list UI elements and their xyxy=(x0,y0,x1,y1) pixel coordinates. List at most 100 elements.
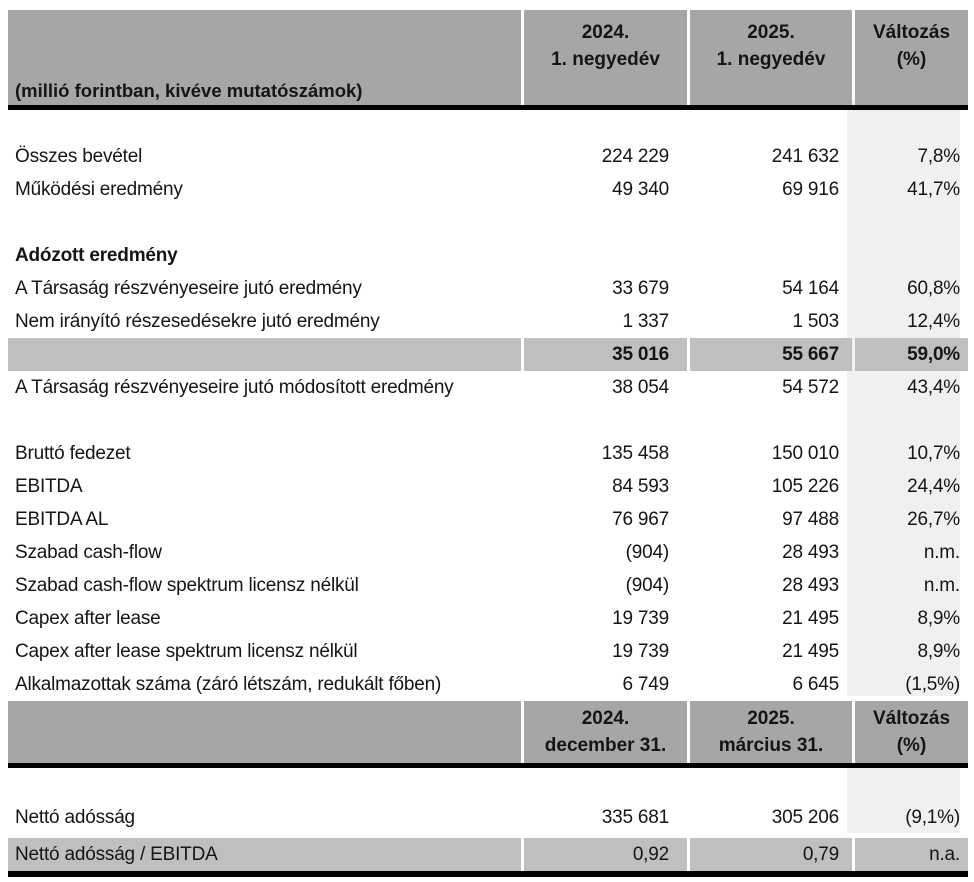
value-2025: 6 645 xyxy=(792,674,839,695)
row-label: Működési eredmény xyxy=(15,179,183,200)
column-header-2025-q1: 2025. 1. negyedév xyxy=(690,10,852,105)
value-change: (9,1%) xyxy=(905,807,960,828)
value-2024: (904) xyxy=(625,575,670,596)
value-2025: 21 495 xyxy=(782,641,839,662)
table-row-modositott-eredmeny: A Társaság részvényeseire jutó módosítot… xyxy=(8,371,968,404)
table-row-nem-iranyito: Nem irányító részesedésekre jutó eredmén… xyxy=(8,305,968,338)
value-2024: 76 967 xyxy=(612,509,669,530)
table-row-szabad-cashflow-spektrum: Szabad cash-flow spektrum licensz nélkül… xyxy=(8,569,968,602)
value-2024 xyxy=(524,239,687,272)
value-change: n.m. xyxy=(923,542,960,563)
table-row-adozott-eredmeny-subtotal: 35 016 55 667 59,0% xyxy=(8,338,968,371)
value-2024: 49 340 xyxy=(612,179,669,200)
spacer-row xyxy=(8,206,968,239)
value-2025: 28 493 xyxy=(782,575,839,596)
value-2024: 6 749 xyxy=(622,674,669,695)
row-label: Alkalmazottak száma (záró létszám, reduk… xyxy=(15,674,442,695)
row-label: Bruttó fedezet xyxy=(15,443,131,464)
spacer-row xyxy=(8,768,968,801)
value-change: 41,7% xyxy=(907,179,960,200)
table-row-ebitda-al: EBITDA AL 76 967 97 488 26,7% xyxy=(8,503,968,536)
value-change: 59,0% xyxy=(855,338,968,371)
unit-note: (millió forintban, kivéve mutatószámok) xyxy=(8,10,521,105)
table-row-netto-adossag-ebitda: Nettó adósság / EBITDA 0,92 0,79 n.a. xyxy=(8,838,968,871)
value-2024: 19 739 xyxy=(612,641,669,662)
value-2025: 21 495 xyxy=(782,608,839,629)
table-row-capex-after-lease: Capex after lease 19 739 21 495 8,9% xyxy=(8,602,968,635)
value-2024: 1 337 xyxy=(622,311,669,332)
value-2024: 84 593 xyxy=(612,476,669,497)
row-label: Nem irányító részesedésekre jutó eredmén… xyxy=(15,311,380,332)
table-row-mukodesi-eredmeny: Működési eredmény 49 340 69 916 41,7% xyxy=(8,173,968,206)
row-label: EBITDA AL xyxy=(15,509,109,530)
value-change: 26,7% xyxy=(907,509,960,530)
value-change: n.a. xyxy=(855,838,968,871)
spacer-row xyxy=(8,404,968,437)
table-row-adozott-eredmeny-heading: Adózott eredmény xyxy=(8,239,968,272)
value-2025: 1 503 xyxy=(792,311,839,332)
table-header-quarter: (millió forintban, kivéve mutatószámok) … xyxy=(8,10,968,105)
change-column-band-upper xyxy=(847,100,960,696)
value-2024: 0,92 xyxy=(524,838,687,871)
row-label: Nettó adósság / EBITDA xyxy=(8,838,521,871)
value-2024: 33 679 xyxy=(612,278,669,299)
table-row-tarsasag-reszvenyeseire: A Társaság részvényeseire jutó eredmény … xyxy=(8,272,968,305)
table-bottom-rule xyxy=(8,871,968,877)
table-row-alkalmazottak-szama: Alkalmazottak száma (záró létszám, reduk… xyxy=(8,668,968,701)
table-row-szabad-cashflow: Szabad cash-flow (904) 28 493 n.m. xyxy=(8,536,968,569)
table-row-osszes-bevetel: Összes bevétel 224 229 241 632 7,8% xyxy=(8,140,968,173)
value-change: 12,4% xyxy=(907,311,960,332)
section-heading: Adózott eredmény xyxy=(15,245,178,266)
value-2024: 19 739 xyxy=(612,608,669,629)
value-change: 43,4% xyxy=(907,377,960,398)
header-empty-cell xyxy=(8,701,521,763)
column-header-change: Változás (%) xyxy=(855,10,968,105)
value-2025: 54 572 xyxy=(782,377,839,398)
value-2025 xyxy=(690,239,852,272)
change-column-band-lower xyxy=(847,763,960,833)
value-2025: 55 667 xyxy=(690,338,852,371)
financial-summary-table: (millió forintban, kivéve mutatószámok) … xyxy=(8,10,968,877)
value-2024: 224 229 xyxy=(601,146,669,167)
table-row-netto-adossag: Nettó adósság 335 681 305 206 (9,1%) xyxy=(8,801,968,834)
row-label: Nettó adósság xyxy=(15,807,135,828)
value-2025: 241 632 xyxy=(771,146,839,167)
row-label: Szabad cash-flow xyxy=(15,542,162,563)
value-2024: 35 016 xyxy=(524,338,687,371)
value-change: 8,9% xyxy=(917,608,960,629)
value-change: (1,5%) xyxy=(905,674,960,695)
value-2024: 335 681 xyxy=(601,807,669,828)
value-change: 7,8% xyxy=(917,146,960,167)
value-change: 60,8% xyxy=(907,278,960,299)
row-label: A Társaság részvényeseire jutó módosítot… xyxy=(15,377,454,398)
value-change: 24,4% xyxy=(907,476,960,497)
value-2025: 54 164 xyxy=(782,278,839,299)
value-2025: 69 916 xyxy=(782,179,839,200)
value-2025: 150 010 xyxy=(771,443,839,464)
spacer-row xyxy=(8,110,968,140)
value-2024: 135 458 xyxy=(601,443,669,464)
value-change: 8,9% xyxy=(917,641,960,662)
value-2025: 305 206 xyxy=(771,807,839,828)
row-label: A Társaság részvényeseire jutó eredmény xyxy=(15,278,362,299)
value-2025: 28 493 xyxy=(782,542,839,563)
value-2024: (904) xyxy=(625,542,670,563)
value-2024: 38 054 xyxy=(612,377,669,398)
header-rule-middle xyxy=(8,763,968,768)
row-label xyxy=(8,338,521,371)
value-2025: 97 488 xyxy=(782,509,839,530)
column-header-2024-dec31: 2024. december 31. xyxy=(524,701,687,763)
row-label: Szabad cash-flow spektrum licensz nélkül xyxy=(15,575,359,596)
table-row-capex-spektrum: Capex after lease spektrum licensz nélkü… xyxy=(8,635,968,668)
row-label: Capex after lease spektrum licensz nélkü… xyxy=(15,641,358,662)
table-row-brutto-fedezet: Bruttó fedezet 135 458 150 010 10,7% xyxy=(8,437,968,470)
value-change xyxy=(855,239,968,272)
value-2025: 0,79 xyxy=(690,838,852,871)
value-change: n.m. xyxy=(923,575,960,596)
value-change: 10,7% xyxy=(907,443,960,464)
table-row-ebitda: EBITDA 84 593 105 226 24,4% xyxy=(8,470,968,503)
row-label: Capex after lease xyxy=(15,608,161,629)
header-rule-top xyxy=(8,105,968,110)
table-header-balance-dates: 2024. december 31. 2025. március 31. Vál… xyxy=(8,701,968,763)
row-label: Összes bevétel xyxy=(15,146,143,167)
